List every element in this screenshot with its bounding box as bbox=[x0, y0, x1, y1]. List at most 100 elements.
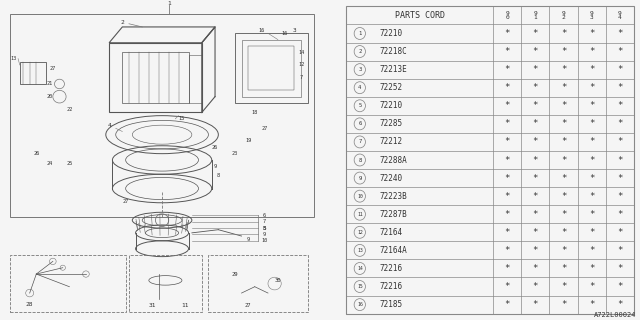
Text: 72212: 72212 bbox=[380, 137, 403, 147]
Text: *: * bbox=[617, 156, 623, 164]
Text: *: * bbox=[589, 29, 595, 38]
Bar bbox=[209, 255, 308, 312]
Text: 20: 20 bbox=[47, 94, 52, 99]
Text: 10: 10 bbox=[262, 238, 268, 243]
Text: 16: 16 bbox=[259, 28, 264, 33]
Text: 72213E: 72213E bbox=[380, 65, 407, 74]
Text: 8: 8 bbox=[358, 157, 362, 163]
Text: *: * bbox=[532, 83, 538, 92]
Text: 72223B: 72223B bbox=[380, 192, 407, 201]
Text: 72185: 72185 bbox=[380, 300, 403, 309]
Text: *: * bbox=[617, 119, 623, 128]
Text: 14: 14 bbox=[298, 50, 304, 55]
Text: 27: 27 bbox=[262, 126, 268, 131]
Text: *: * bbox=[589, 83, 595, 92]
Text: 24: 24 bbox=[47, 161, 52, 166]
Text: 72285: 72285 bbox=[380, 119, 403, 128]
Text: 5: 5 bbox=[263, 226, 266, 231]
Text: *: * bbox=[532, 65, 538, 74]
Text: 16: 16 bbox=[357, 302, 363, 307]
Text: 72216: 72216 bbox=[380, 282, 403, 291]
Text: *: * bbox=[561, 228, 566, 237]
Text: 9
1: 9 1 bbox=[533, 11, 537, 20]
Text: 3: 3 bbox=[292, 28, 296, 33]
Text: 8: 8 bbox=[217, 173, 220, 178]
Text: *: * bbox=[617, 246, 623, 255]
Bar bbox=[189, 55, 202, 103]
Text: 18: 18 bbox=[252, 110, 258, 115]
Text: 16: 16 bbox=[282, 31, 287, 36]
Text: 15: 15 bbox=[357, 284, 363, 289]
Bar bbox=[235, 33, 308, 103]
Text: *: * bbox=[504, 192, 510, 201]
Bar bbox=[248, 46, 294, 90]
Text: *: * bbox=[589, 47, 595, 56]
Text: 30: 30 bbox=[275, 278, 281, 283]
Text: 23: 23 bbox=[232, 151, 238, 156]
Text: *: * bbox=[504, 119, 510, 128]
Text: 5: 5 bbox=[358, 103, 362, 108]
Text: *: * bbox=[561, 29, 566, 38]
Text: *: * bbox=[617, 228, 623, 237]
Text: 22: 22 bbox=[67, 107, 72, 112]
Text: *: * bbox=[504, 83, 510, 92]
Text: 29: 29 bbox=[232, 272, 238, 276]
Text: *: * bbox=[617, 137, 623, 147]
Text: *: * bbox=[589, 192, 595, 201]
Text: *: * bbox=[561, 65, 566, 74]
Text: *: * bbox=[589, 210, 595, 219]
Text: *: * bbox=[617, 65, 623, 74]
Text: *: * bbox=[617, 264, 623, 273]
Text: *: * bbox=[532, 137, 538, 147]
Text: *: * bbox=[617, 192, 623, 201]
Bar bbox=[109, 43, 202, 113]
Text: 12: 12 bbox=[357, 230, 363, 235]
Text: *: * bbox=[561, 119, 566, 128]
Text: *: * bbox=[532, 228, 538, 237]
Text: *: * bbox=[504, 300, 510, 309]
Text: 28: 28 bbox=[26, 302, 33, 307]
Text: *: * bbox=[589, 282, 595, 291]
Text: *: * bbox=[504, 29, 510, 38]
Text: 72164: 72164 bbox=[380, 228, 403, 237]
Text: *: * bbox=[504, 65, 510, 74]
Text: 9: 9 bbox=[263, 232, 266, 237]
Text: 72218C: 72218C bbox=[380, 47, 407, 56]
Text: 31: 31 bbox=[148, 303, 156, 308]
Text: 27: 27 bbox=[50, 66, 56, 71]
Text: 25: 25 bbox=[67, 161, 72, 166]
Text: *: * bbox=[504, 101, 510, 110]
Text: *: * bbox=[589, 119, 595, 128]
Text: *: * bbox=[561, 47, 566, 56]
Bar bbox=[10, 255, 125, 312]
Text: 27: 27 bbox=[122, 199, 129, 204]
Text: *: * bbox=[589, 65, 595, 74]
Text: *: * bbox=[589, 137, 595, 147]
Text: 7: 7 bbox=[300, 75, 303, 80]
Text: *: * bbox=[532, 47, 538, 56]
Text: *: * bbox=[561, 137, 566, 147]
Text: *: * bbox=[504, 264, 510, 273]
Text: *: * bbox=[504, 246, 510, 255]
Text: *: * bbox=[532, 210, 538, 219]
Text: 8: 8 bbox=[263, 226, 266, 231]
Text: *: * bbox=[617, 282, 623, 291]
Text: 72164A: 72164A bbox=[380, 246, 407, 255]
Text: *: * bbox=[617, 101, 623, 110]
Text: 9: 9 bbox=[214, 164, 216, 169]
Text: 13: 13 bbox=[10, 56, 17, 61]
Text: *: * bbox=[589, 228, 595, 237]
Text: 12: 12 bbox=[298, 62, 304, 68]
Text: *: * bbox=[532, 282, 538, 291]
Text: *: * bbox=[532, 246, 538, 255]
Text: *: * bbox=[589, 101, 595, 110]
Text: *: * bbox=[532, 300, 538, 309]
Text: 3: 3 bbox=[358, 67, 362, 72]
Bar bbox=[129, 255, 202, 312]
Text: 10: 10 bbox=[357, 194, 363, 199]
Text: 72252: 72252 bbox=[380, 83, 403, 92]
Text: *: * bbox=[532, 192, 538, 201]
Text: *: * bbox=[589, 264, 595, 273]
Text: 13: 13 bbox=[357, 248, 363, 253]
Text: 9
0: 9 0 bbox=[505, 11, 509, 20]
